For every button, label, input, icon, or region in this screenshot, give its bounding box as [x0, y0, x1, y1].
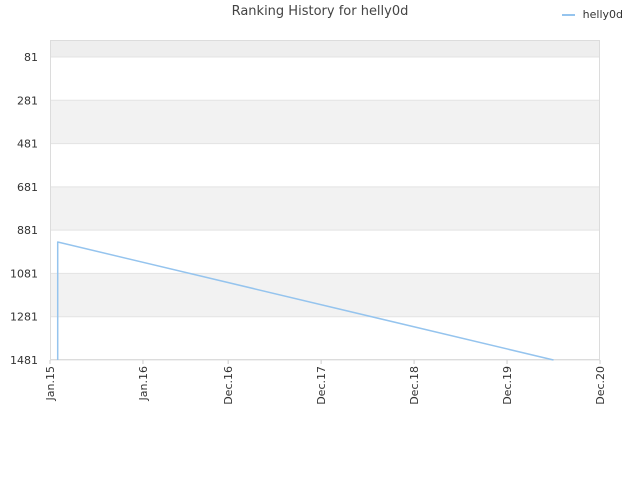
- y-tick-label: 1481: [10, 354, 38, 367]
- x-tick-label: Dec.18: [408, 366, 421, 405]
- plot-band: [50, 186, 600, 231]
- y-tick-label: 881: [17, 224, 38, 237]
- x-tick-label: Dec.20: [594, 366, 607, 405]
- plot-band: [50, 143, 600, 187]
- plot-band-top: [50, 40, 600, 57]
- plot-band: [50, 273, 600, 317]
- legend: helly0d: [561, 8, 623, 21]
- plot-band: [50, 100, 600, 144]
- plot-band: [50, 57, 600, 101]
- legend-label: helly0d: [582, 8, 623, 21]
- plot-band: [50, 316, 600, 360]
- y-tick-label: 681: [17, 181, 38, 194]
- x-tick-label: Jan.15: [44, 366, 57, 401]
- x-tick-label: Dec.19: [501, 366, 514, 405]
- legend-swatch: [561, 13, 575, 16]
- x-tick-label: Dec.16: [222, 366, 235, 405]
- y-tick-label: 1081: [10, 267, 38, 280]
- y-tick-label: 1281: [10, 311, 38, 324]
- series-line-helly0d: [56, 241, 554, 361]
- plot-border: [50, 40, 600, 360]
- y-tick-label: 81: [24, 51, 38, 64]
- y-tick-label: 481: [17, 138, 38, 151]
- x-tick-label: Dec.17: [315, 366, 328, 405]
- plot-band: [50, 230, 600, 274]
- y-tick-label: 281: [17, 94, 38, 107]
- x-tick-label: Jan.16: [137, 366, 150, 401]
- chart-title: Ranking History for helly0d: [231, 4, 409, 19]
